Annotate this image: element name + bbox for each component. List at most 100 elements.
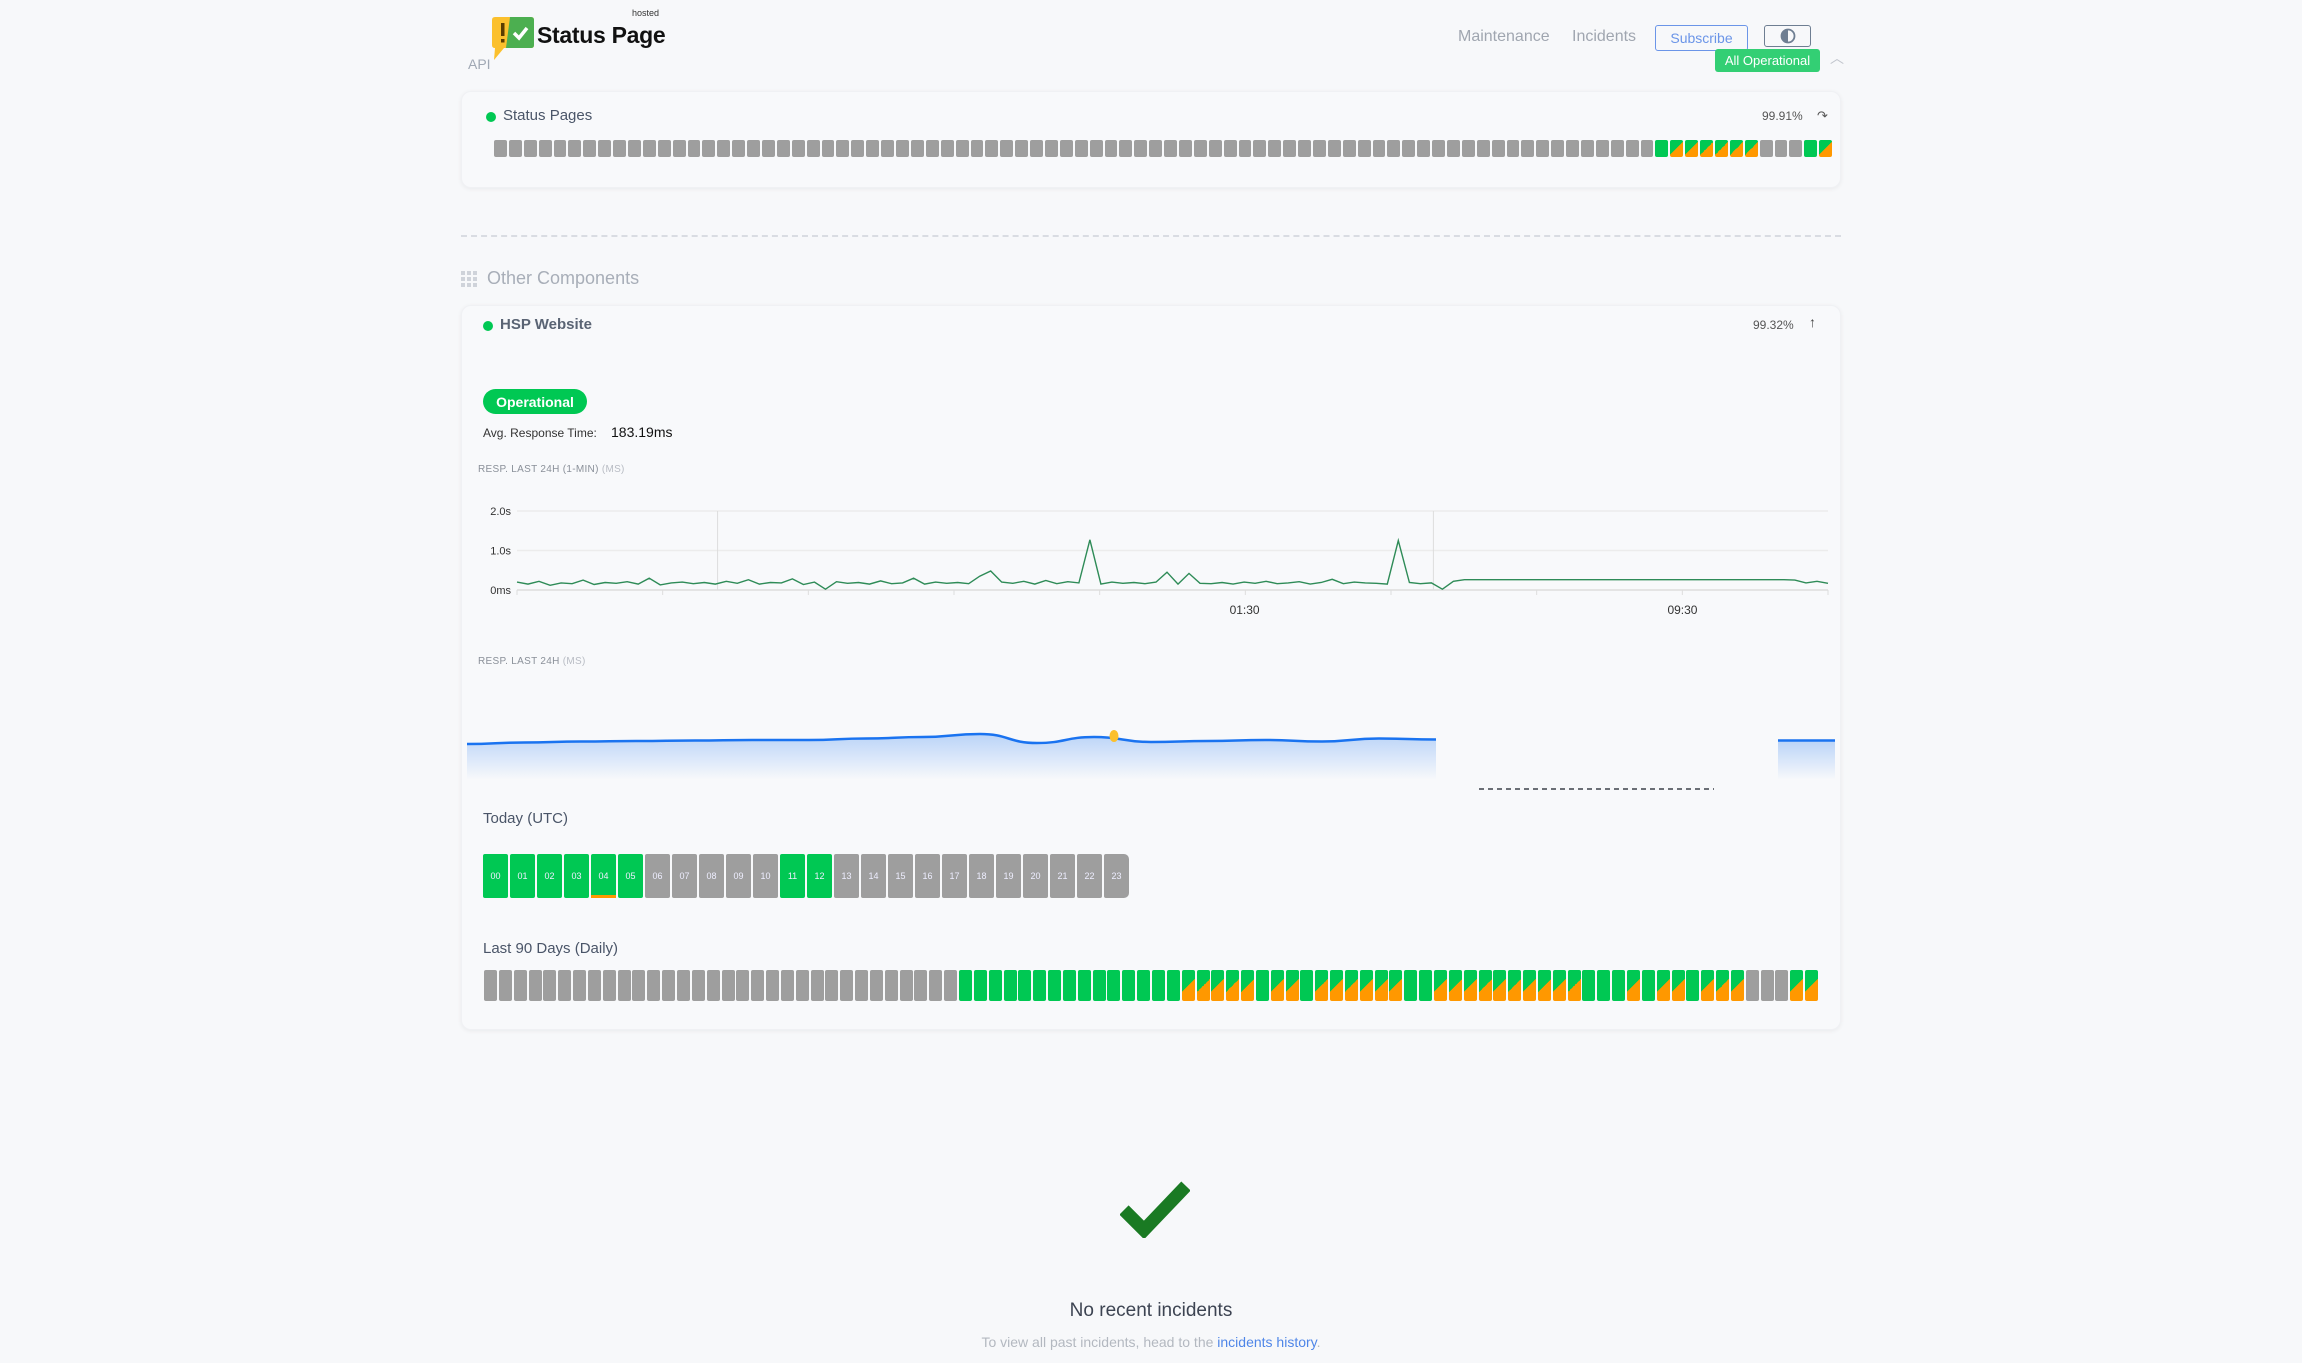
uptime-bar[interactable] <box>1208 140 1222 157</box>
uptime-bar[interactable] <box>1315 970 1329 1001</box>
uptime-bar[interactable] <box>706 970 720 1001</box>
uptime-bar[interactable] <box>573 970 587 1001</box>
hour-bar[interactable]: 21 <box>1050 854 1075 898</box>
uptime-bar[interactable] <box>1716 970 1730 1001</box>
theme-toggle-button[interactable] <box>1764 25 1811 47</box>
uptime-bar[interactable] <box>776 140 790 157</box>
uptime-bar[interactable] <box>1255 970 1269 1001</box>
uptime-bar[interactable] <box>1059 140 1073 157</box>
uptime-bar[interactable] <box>973 970 987 1001</box>
uptime-bar[interactable] <box>1493 970 1507 1001</box>
hour-bar[interactable]: 03 <box>564 854 589 898</box>
uptime-bar[interactable] <box>1523 970 1537 1001</box>
uptime-bar[interactable] <box>940 140 954 157</box>
hour-bar[interactable]: 00 <box>483 854 508 898</box>
uptime-bar[interactable] <box>810 970 824 1001</box>
uptime-bar[interactable] <box>1342 140 1356 157</box>
uptime-bar[interactable] <box>1285 970 1299 1001</box>
uptime-bar[interactable] <box>1015 140 1029 157</box>
uptime-bar[interactable] <box>513 970 527 1001</box>
uptime-bar[interactable] <box>1048 970 1062 1001</box>
uptime-bar[interactable] <box>881 140 895 157</box>
hour-bar[interactable]: 14 <box>861 854 886 898</box>
uptime-bar[interactable] <box>1003 970 1017 1001</box>
uptime-bar[interactable] <box>1077 970 1091 1001</box>
uptime-bar[interactable] <box>1789 140 1803 157</box>
uptime-bar[interactable] <box>1178 140 1192 157</box>
uptime-bar[interactable] <box>1181 970 1195 1001</box>
nav-incidents[interactable]: Incidents <box>1572 28 1637 45</box>
uptime-bar[interactable] <box>1461 140 1475 157</box>
uptime-bar[interactable] <box>791 140 805 157</box>
subscribe-button[interactable]: Subscribe <box>1655 25 1748 51</box>
uptime-bar[interactable] <box>1402 140 1416 157</box>
uptime-bar[interactable] <box>1448 970 1462 1001</box>
uptime-bar[interactable] <box>717 140 731 157</box>
uptime-bar[interactable] <box>795 970 809 1001</box>
uptime-bar[interactable] <box>1122 970 1136 1001</box>
hour-bar[interactable]: 20 <box>1023 854 1048 898</box>
uptime-bar[interactable] <box>613 140 627 157</box>
uptime-bar[interactable] <box>1018 970 1032 1001</box>
uptime-bar[interactable] <box>1357 140 1371 157</box>
uptime-bar[interactable] <box>1223 140 1237 157</box>
uptime-bar[interactable] <box>1567 970 1581 1001</box>
uptime-bar[interactable] <box>910 140 924 157</box>
uptime-bar[interactable] <box>583 140 597 157</box>
uptime-bar[interactable] <box>1760 970 1774 1001</box>
uptime-bar[interactable] <box>721 970 735 1001</box>
uptime-bar[interactable] <box>1536 140 1550 157</box>
uptime-bar[interactable] <box>508 140 522 157</box>
uptime-bar[interactable] <box>1700 140 1714 157</box>
uptime-bar[interactable] <box>1715 140 1728 157</box>
uptime-bar[interactable] <box>558 970 572 1001</box>
uptime-bar[interactable] <box>736 970 750 1001</box>
uptime-bar[interactable] <box>747 140 761 157</box>
expand-icon[interactable]: ↷ <box>1817 108 1828 123</box>
uptime-bar[interactable] <box>642 140 656 157</box>
uptime-bar[interactable] <box>602 970 616 1001</box>
uptime-bar[interactable] <box>1226 970 1240 1001</box>
uptime-bar[interactable] <box>676 970 690 1001</box>
uptime-bar[interactable] <box>1283 140 1297 157</box>
uptime-bar[interactable] <box>1670 140 1684 157</box>
uptime-bar[interactable] <box>1033 970 1047 1001</box>
uptime-bar[interactable] <box>1344 970 1358 1001</box>
hour-bar[interactable]: 11 <box>780 854 805 898</box>
uptime-bar[interactable] <box>821 140 835 157</box>
hour-bar[interactable]: 13 <box>834 854 859 898</box>
uptime-bar[interactable] <box>1656 970 1670 1001</box>
uptime-bar[interactable] <box>1074 140 1088 157</box>
uptime-bar[interactable] <box>1149 140 1163 157</box>
uptime-bar[interactable] <box>1151 970 1165 1001</box>
hour-bar[interactable]: 18 <box>969 854 994 898</box>
uptime-bar[interactable] <box>855 970 869 1001</box>
uptime-bar[interactable] <box>1270 970 1284 1001</box>
uptime-bar[interactable] <box>1196 970 1210 1001</box>
uptime-bar[interactable] <box>1432 140 1445 157</box>
uptime-bar[interactable] <box>840 970 854 1001</box>
uptime-bar[interactable] <box>1374 970 1388 1001</box>
chevron-up-icon[interactable]: ︿ <box>1830 50 1844 66</box>
uptime-bar[interactable] <box>1193 140 1207 157</box>
uptime-bar[interactable] <box>1389 970 1403 1001</box>
uptime-bar[interactable] <box>1298 140 1311 157</box>
uptime-bar[interactable] <box>1137 970 1151 1001</box>
uptime-bar[interactable] <box>914 970 928 1001</box>
uptime-bar[interactable] <box>836 140 850 157</box>
uptime-bar[interactable] <box>528 970 542 1001</box>
uptime-bar[interactable] <box>1640 140 1654 157</box>
uptime-bar[interactable] <box>632 970 646 1001</box>
hour-bar[interactable]: 09 <box>726 854 751 898</box>
uptime-bar[interactable] <box>1387 140 1401 157</box>
uptime-bar[interactable] <box>498 970 512 1001</box>
uptime-bar[interactable] <box>1447 140 1460 157</box>
uptime-bar[interactable] <box>1062 970 1076 1001</box>
arrow-up-icon[interactable]: ↑ <box>1809 314 1816 330</box>
hour-bar[interactable]: 06 <box>645 854 670 898</box>
hour-bar[interactable]: 05 <box>618 854 643 898</box>
uptime-bar[interactable] <box>780 970 794 1001</box>
uptime-bar[interactable] <box>1805 970 1819 1001</box>
uptime-bar[interactable] <box>1701 970 1715 1001</box>
uptime-bar[interactable] <box>1300 970 1314 1001</box>
